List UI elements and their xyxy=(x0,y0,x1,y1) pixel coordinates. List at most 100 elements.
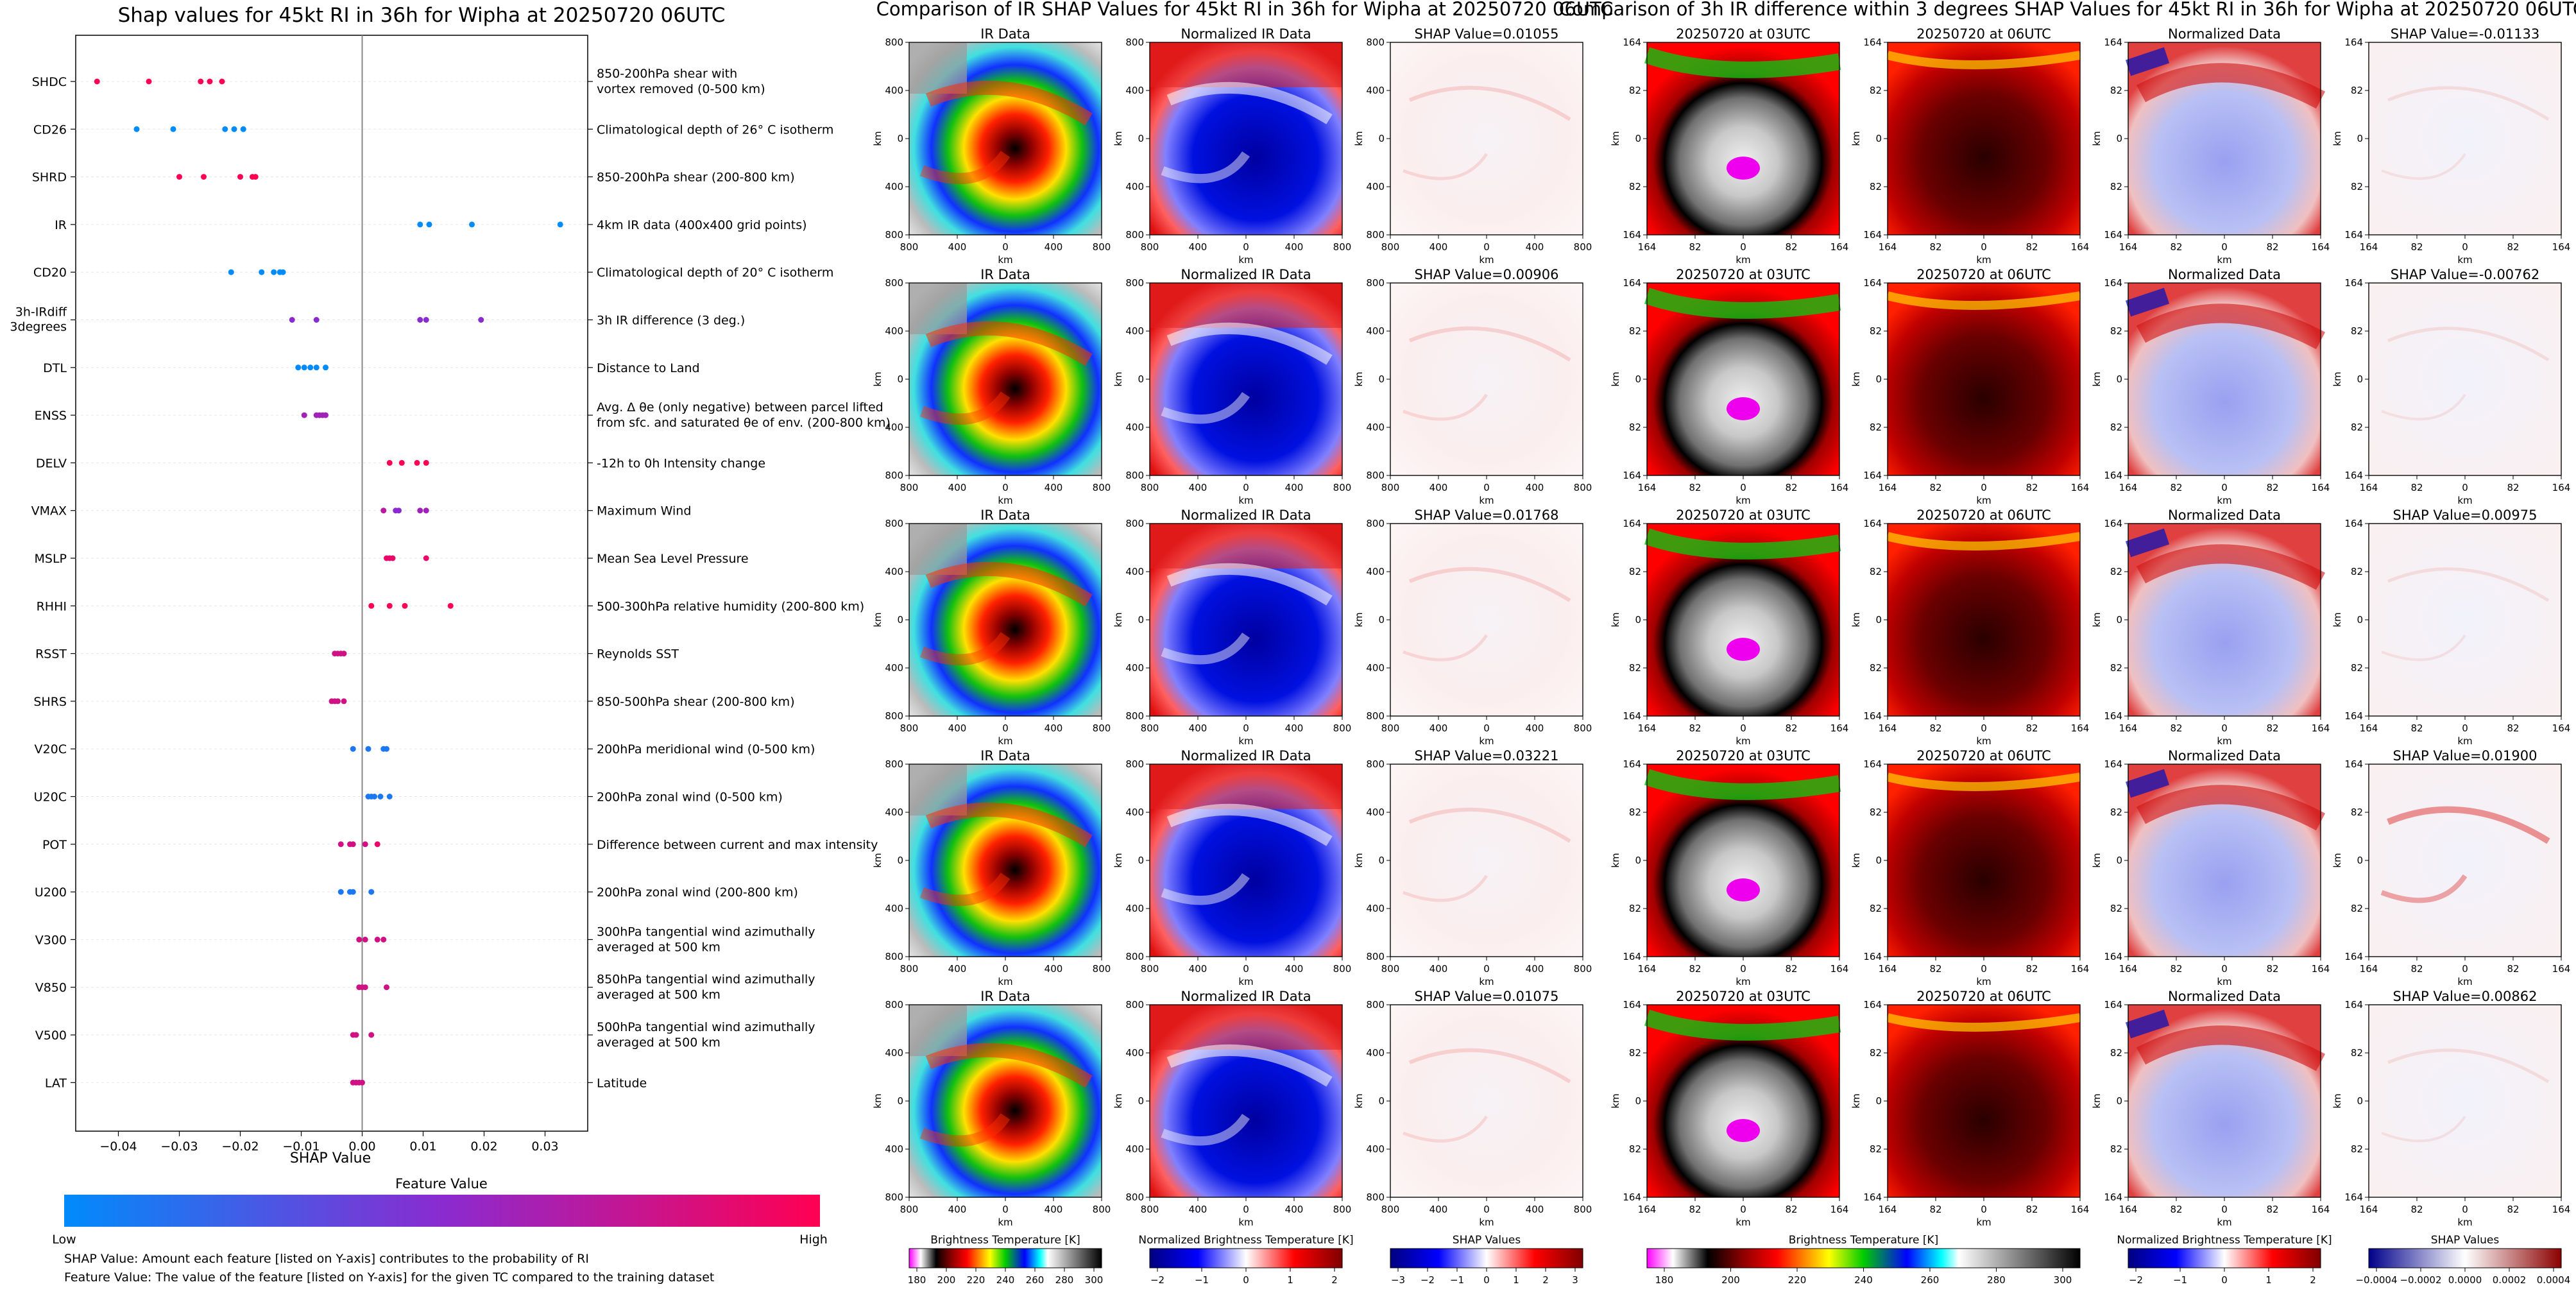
x-tick-label: 400 xyxy=(1429,1204,1448,1215)
cloud-band xyxy=(1161,1113,1250,1146)
y-tick-label: 0 xyxy=(1875,133,1882,144)
x-axis-label: km xyxy=(2457,254,2472,266)
cold-band xyxy=(2125,47,2170,76)
x-axis-label: km xyxy=(2217,976,2231,987)
cloud-band xyxy=(1161,632,1250,665)
subplot-image xyxy=(2368,764,2562,957)
x-axis-label: km xyxy=(2217,1216,2231,1228)
y-tick-label: 164 xyxy=(1623,999,1641,1011)
colorbar-gradient xyxy=(1149,1248,1343,1268)
y-axis-label: km xyxy=(1610,853,1621,867)
x-axis-label: km xyxy=(1479,976,1494,987)
x-axis-label: km xyxy=(1479,735,1494,747)
x-tick-label: 164 xyxy=(2071,241,2090,253)
feature-description: Distance to Land xyxy=(597,361,700,375)
x-tick-label: 0 xyxy=(2221,482,2228,493)
y-tick-label: 800 xyxy=(885,277,903,289)
shap-point xyxy=(170,126,176,132)
cloud-band xyxy=(919,631,1011,666)
shap-point xyxy=(307,364,314,371)
y-axis-label: km xyxy=(1353,853,1365,867)
shap-point xyxy=(94,78,100,85)
x-tick-label: 164 xyxy=(2360,241,2378,253)
y-tick-label: 82 xyxy=(1870,1143,1882,1155)
x-axis-label: km xyxy=(998,495,1012,506)
colorbar-tick-label: −1 xyxy=(1450,1274,1464,1286)
x-tick-label: 0 xyxy=(1740,963,1746,975)
cold-band xyxy=(2125,769,2170,798)
subplot-title: Normalized IR Data xyxy=(1181,26,1311,42)
subplot-title: Normalized IR Data xyxy=(1181,989,1311,1004)
shap-point xyxy=(133,126,140,132)
x-tick-label: 800 xyxy=(1381,1204,1400,1215)
x-tick-label: 82 xyxy=(2266,1204,2278,1215)
shap-point xyxy=(350,746,356,752)
y-tick-label: 82 xyxy=(1870,903,1882,914)
x-tick-label: 800 xyxy=(1381,241,1400,253)
cloud-band xyxy=(1166,1044,1333,1087)
x-tick-label: 0 xyxy=(1981,1204,1987,1215)
y-tick-label: 82 xyxy=(1870,181,1882,192)
cloud-band xyxy=(2381,1115,2466,1143)
x-tick-label: 82 xyxy=(1689,963,1701,975)
x-tick-label: 164 xyxy=(2071,722,2090,734)
feature-description: Climatological depth of 26° C isotherm xyxy=(597,123,833,137)
x-tick-label: 164 xyxy=(2552,963,2571,975)
x-tick-label: 0 xyxy=(1483,241,1490,253)
colorbar-tick-label: −1 xyxy=(1195,1274,1209,1286)
colorbar-tick-label: 220 xyxy=(1788,1274,1807,1286)
subplot-title: SHAP Value=0.01075 xyxy=(1415,989,1559,1004)
shap-point xyxy=(362,984,368,991)
x-tick-label: 400 xyxy=(1189,482,1207,493)
x-tick-label: 400 xyxy=(1045,241,1063,253)
cloud-band xyxy=(1166,81,1333,124)
footnote-feature: Feature Value: The value of the feature … xyxy=(64,1270,714,1285)
y-tick-label: 164 xyxy=(1863,1191,1882,1203)
shap-point xyxy=(313,317,320,323)
y-tick-label: 800 xyxy=(1125,37,1144,48)
x-tick-label: 0 xyxy=(1483,722,1490,734)
warm-band xyxy=(2136,1025,2326,1071)
x-tick-label: 82 xyxy=(1785,722,1797,734)
x-tick-label: 800 xyxy=(1574,482,1592,493)
colorbar-tick-label: −2 xyxy=(2129,1274,2143,1286)
x-tick-label: 0 xyxy=(2462,482,2468,493)
colorbar-label: Normalized Brightness Temperature [K] xyxy=(2117,1234,2332,1247)
y-tick-label: 400 xyxy=(1125,1143,1144,1155)
ir-panel-title: Comparison of IR SHAP Values for 45kt RI… xyxy=(876,0,1614,20)
colorbar-tick-label: 300 xyxy=(1085,1274,1104,1286)
x-tick-label: 164 xyxy=(1879,722,1897,734)
y-tick-label: 400 xyxy=(1125,422,1144,433)
x-tick-label: 0 xyxy=(1740,1204,1746,1215)
ir-diff-shap-panel: Comparison of 3h IR difference within 3 … xyxy=(1559,0,2576,1286)
x-tick-label: 0 xyxy=(1002,722,1009,734)
x-tick-label: 82 xyxy=(2026,482,2038,493)
x-axis-label: km xyxy=(1736,495,1750,506)
y-tick-label: 0 xyxy=(897,855,903,866)
shap-point xyxy=(341,698,347,704)
shap-point xyxy=(380,508,387,514)
x-tick-label: 400 xyxy=(1526,482,1544,493)
x-tick-label: 164 xyxy=(2119,963,2138,975)
y-tick-label: 400 xyxy=(1125,807,1144,818)
shap-point xyxy=(478,317,484,323)
colorbar-tick-label: 2 xyxy=(1331,1274,1338,1286)
feature-name: IR xyxy=(55,218,67,232)
y-tick-label: 82 xyxy=(2110,566,2122,577)
colorbar: Brightness Temperature [K] 180 200 220 240 26… xyxy=(908,1234,1104,1286)
x-tick-label: 82 xyxy=(1929,963,1941,975)
x-tick-label: 82 xyxy=(2410,482,2423,493)
y-tick-label: 0 xyxy=(897,614,903,626)
x-tick-label: 800 xyxy=(1141,482,1159,493)
subplot-title: SHAP Value=-0.00762 xyxy=(2391,267,2540,282)
x-tick-label: 0 xyxy=(1483,1204,1490,1215)
subplot-title: 20250720 at 06UTC xyxy=(1916,26,2051,42)
